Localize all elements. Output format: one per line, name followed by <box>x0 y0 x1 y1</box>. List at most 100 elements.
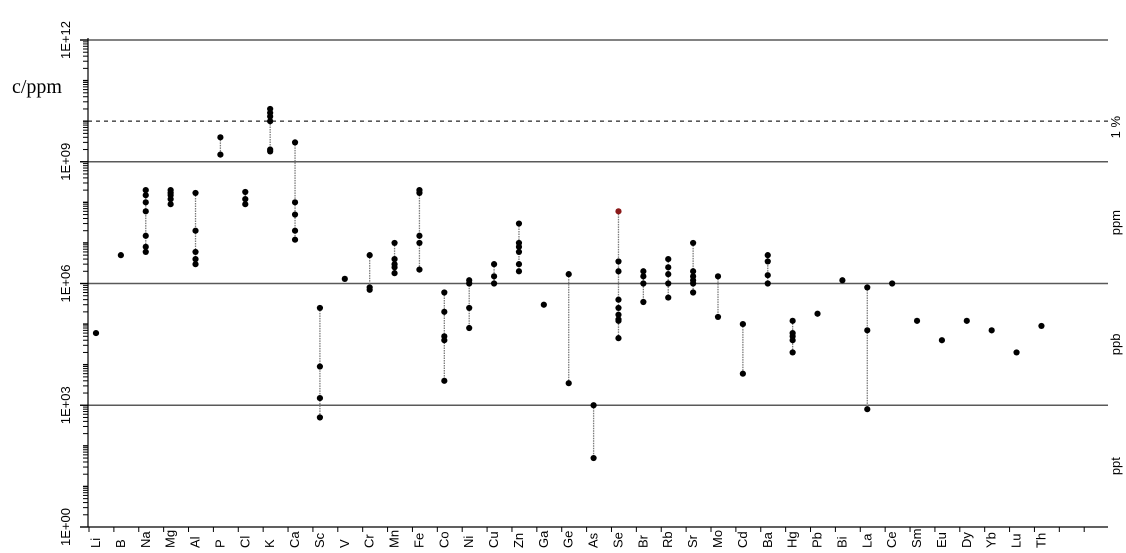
data-point-Cu-2 <box>490 280 498 287</box>
x-category-label-Ba: Ba <box>760 531 775 548</box>
data-point-Ge-0 <box>565 271 572 278</box>
data-point-Sc-3 <box>316 414 324 421</box>
data-point-K-2 <box>267 113 274 120</box>
x-category-label-Mg: Mg <box>163 530 178 548</box>
data-point-Ce-0 <box>889 280 896 287</box>
reference-label-1: 1 % <box>1108 116 1123 139</box>
y-axis-title: c/ppm <box>12 76 62 98</box>
x-category-label-Ge: Ge <box>561 531 576 548</box>
data-point-Ca-0 <box>291 139 299 146</box>
y-tick-label-2: 1E+06 <box>58 265 73 303</box>
data-point-Na-1 <box>142 192 149 199</box>
x-category-label-Cr: Cr <box>362 534 377 548</box>
data-point-Ca-2 <box>291 211 299 218</box>
data-point-Al-2 <box>192 248 199 256</box>
data-point-La-2 <box>864 406 871 413</box>
data-point-K-5 <box>267 148 274 155</box>
data-point-Fe-1 <box>416 189 423 197</box>
data-point-Cr-0 <box>366 252 373 259</box>
data-point-Br-2 <box>640 280 647 287</box>
data-point-Cd-1 <box>739 370 746 377</box>
data-point-Ba-0 <box>764 252 771 259</box>
data-point-Ni-3 <box>466 324 473 332</box>
data-point-Co-4 <box>441 377 448 384</box>
x-category-label-Mo: Mo <box>710 530 725 548</box>
x-category-label-V: V <box>337 539 352 548</box>
x-category-label-B: B <box>113 539 128 548</box>
x-category-label-Dy: Dy <box>959 532 974 548</box>
data-point-Hg-4 <box>789 349 796 356</box>
data-point-Se-5 <box>615 311 622 318</box>
data-point-Ca-3 <box>291 227 299 234</box>
data-point-Ge-1 <box>565 380 572 387</box>
data-point-P-1 <box>217 151 224 158</box>
x-category-label-Br: Br <box>635 534 650 548</box>
x-category-label-Cd: Cd <box>735 531 750 548</box>
data-point-Se-8 <box>615 335 622 342</box>
data-point-Ni-1 <box>466 280 473 287</box>
data-point-Cl-0 <box>242 188 249 196</box>
data-point-Na-2 <box>142 199 149 206</box>
data-point-Pb-0 <box>814 310 821 317</box>
data-point-Cd-0 <box>739 320 746 328</box>
x-category-label-Cl: Cl <box>237 536 252 548</box>
data-point-Se-3 <box>615 296 622 303</box>
data-point-La-1 <box>864 327 871 334</box>
data-point-Ca-1 <box>291 199 299 206</box>
data-point-Al-4 <box>192 261 199 268</box>
data-point-B-0 <box>117 252 124 259</box>
data-point-Na-3 <box>142 208 149 215</box>
data-point-Na-4 <box>142 232 149 239</box>
data-point-Sm-0 <box>913 317 921 324</box>
x-category-label-Sm: Sm <box>909 529 924 549</box>
data-point-Rb-3 <box>665 280 672 287</box>
x-category-label-Th: Th <box>1033 533 1048 548</box>
data-point-Mg-3 <box>167 196 174 203</box>
data-point-Al-0 <box>192 189 199 197</box>
data-point-Ba-3 <box>764 280 771 287</box>
data-point-Ga-0 <box>540 301 547 308</box>
data-point-Cl-1 <box>242 196 249 203</box>
data-point-As-1 <box>590 454 597 462</box>
data-point-Ni-2 <box>466 304 473 312</box>
data-point-Mo-0 <box>714 273 722 280</box>
x-category-label-K: K <box>262 539 277 548</box>
data-point-Se-1 <box>615 258 622 265</box>
data-point-Ca-4 <box>291 236 299 243</box>
data-point-La-0 <box>864 284 871 291</box>
data-point-Zn-0 <box>515 220 523 227</box>
x-category-label-Yb: Yb <box>984 532 999 548</box>
x-category-label-Ca: Ca <box>287 531 302 548</box>
data-point-Rb-2 <box>665 271 672 278</box>
data-point-Sc-1 <box>316 363 324 370</box>
data-point-Th-0 <box>1038 322 1045 330</box>
data-point-Rb-1 <box>665 264 672 271</box>
data-point-Sr-0 <box>690 239 697 247</box>
reference-label-4: ppt <box>1108 457 1123 475</box>
data-point-Mn-0 <box>391 239 398 247</box>
x-category-label-La: La <box>859 533 874 548</box>
y-tick-label-1: 1E+03 <box>58 386 73 424</box>
x-category-label-Co: Co <box>436 531 451 548</box>
x-category-label-P: P <box>212 539 227 548</box>
data-point-Hg-0 <box>789 317 796 324</box>
data-point-Fe-4 <box>416 266 423 273</box>
data-point-Mn-1 <box>391 255 398 263</box>
x-category-label-Se: Se <box>610 532 625 548</box>
data-point-Rb-0 <box>665 255 672 263</box>
x-category-label-Rb: Rb <box>660 531 675 548</box>
data-point-Cr-2 <box>366 286 373 293</box>
y-tick-label-3: 1E+09 <box>58 143 73 181</box>
data-point-Co-1 <box>441 308 448 315</box>
reference-label-2: ppm <box>1108 210 1123 235</box>
data-point-Mn-3 <box>391 264 398 271</box>
x-category-label-Al: Al <box>188 536 203 548</box>
data-point-Yb-0 <box>988 327 995 334</box>
x-category-label-As: As <box>586 532 601 548</box>
data-point-Br-3 <box>640 298 647 306</box>
data-point-Sr-1 <box>690 268 697 275</box>
data-point-V-0 <box>341 275 348 282</box>
data-point-Sc-0 <box>316 304 324 312</box>
data-point-Mo-1 <box>714 313 722 321</box>
